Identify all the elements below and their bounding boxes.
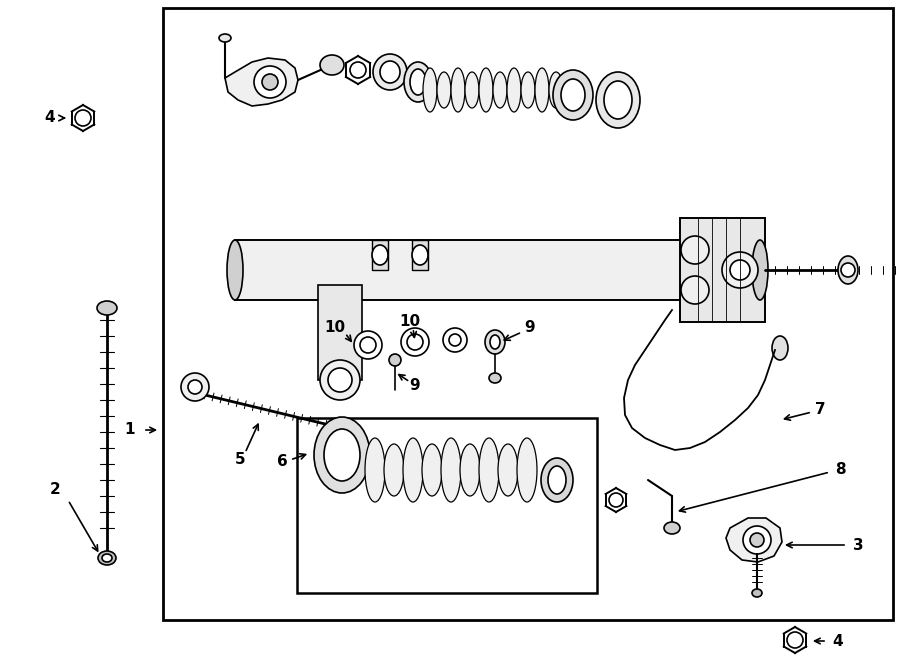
Ellipse shape	[102, 554, 112, 562]
Ellipse shape	[98, 551, 116, 565]
Circle shape	[188, 380, 202, 394]
Ellipse shape	[521, 72, 535, 108]
Ellipse shape	[324, 429, 360, 481]
Text: 3: 3	[852, 537, 863, 553]
Text: 6: 6	[276, 455, 287, 469]
Ellipse shape	[389, 354, 401, 366]
Ellipse shape	[373, 54, 407, 90]
Bar	[372, 240, 388, 270]
Ellipse shape	[460, 444, 480, 496]
Bar	[318, 285, 362, 380]
Circle shape	[730, 260, 750, 280]
Text: 9: 9	[410, 377, 420, 393]
Text: 2: 2	[50, 483, 60, 498]
Ellipse shape	[227, 240, 243, 300]
Ellipse shape	[490, 335, 500, 349]
Circle shape	[681, 236, 709, 264]
Ellipse shape	[479, 68, 493, 112]
Text: 4: 4	[45, 110, 55, 126]
Ellipse shape	[517, 438, 537, 502]
Ellipse shape	[422, 444, 442, 496]
Ellipse shape	[404, 62, 432, 102]
Text: 4: 4	[832, 633, 843, 648]
Ellipse shape	[403, 438, 423, 502]
Ellipse shape	[423, 68, 437, 112]
Circle shape	[320, 360, 360, 400]
Polygon shape	[225, 58, 298, 106]
Ellipse shape	[548, 466, 566, 494]
Ellipse shape	[838, 256, 858, 284]
Ellipse shape	[561, 79, 585, 111]
Circle shape	[181, 373, 209, 401]
Ellipse shape	[752, 589, 762, 597]
Ellipse shape	[535, 68, 549, 112]
Circle shape	[254, 66, 286, 98]
Ellipse shape	[372, 245, 388, 265]
Ellipse shape	[465, 72, 479, 108]
Ellipse shape	[410, 69, 426, 95]
Ellipse shape	[97, 301, 117, 315]
Text: 1: 1	[125, 422, 135, 438]
Text: 10: 10	[324, 321, 346, 336]
Ellipse shape	[553, 70, 593, 120]
Ellipse shape	[365, 438, 385, 502]
Ellipse shape	[437, 72, 451, 108]
Circle shape	[75, 110, 91, 126]
Polygon shape	[726, 518, 782, 562]
Ellipse shape	[360, 337, 376, 353]
Ellipse shape	[752, 240, 768, 300]
Ellipse shape	[384, 444, 404, 496]
Circle shape	[609, 493, 623, 507]
Circle shape	[841, 263, 855, 277]
Bar	[297, 418, 597, 593]
Circle shape	[722, 252, 758, 288]
Bar	[412, 240, 428, 270]
Text: 9: 9	[525, 321, 535, 336]
Ellipse shape	[485, 330, 505, 354]
Ellipse shape	[449, 334, 461, 346]
Bar	[235, 240, 760, 300]
Text: 10: 10	[400, 315, 420, 329]
Bar	[163, 8, 893, 620]
Ellipse shape	[441, 438, 461, 502]
Ellipse shape	[772, 336, 788, 360]
Ellipse shape	[314, 417, 370, 493]
Ellipse shape	[541, 458, 573, 502]
Ellipse shape	[451, 68, 465, 112]
Ellipse shape	[479, 438, 499, 502]
Ellipse shape	[498, 444, 518, 496]
Ellipse shape	[320, 55, 344, 75]
Ellipse shape	[507, 68, 521, 112]
Text: 8: 8	[834, 463, 845, 477]
Ellipse shape	[401, 328, 429, 356]
Bar	[680, 218, 765, 322]
Ellipse shape	[664, 522, 680, 534]
Ellipse shape	[443, 328, 467, 352]
Text: 7: 7	[814, 403, 825, 418]
Ellipse shape	[596, 72, 640, 128]
Circle shape	[328, 368, 352, 392]
Circle shape	[350, 62, 366, 78]
Circle shape	[681, 276, 709, 304]
Circle shape	[787, 632, 803, 648]
Circle shape	[750, 533, 764, 547]
Text: 5: 5	[235, 453, 246, 467]
Ellipse shape	[354, 331, 382, 359]
Ellipse shape	[604, 81, 632, 119]
Ellipse shape	[407, 334, 423, 350]
Ellipse shape	[493, 72, 507, 108]
Circle shape	[743, 526, 771, 554]
Ellipse shape	[219, 34, 231, 42]
Ellipse shape	[489, 373, 501, 383]
Ellipse shape	[380, 61, 400, 83]
Ellipse shape	[549, 72, 563, 108]
Ellipse shape	[412, 245, 428, 265]
Circle shape	[262, 74, 278, 90]
